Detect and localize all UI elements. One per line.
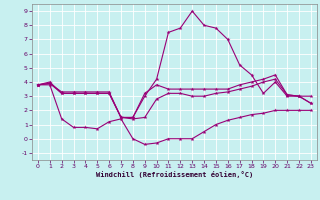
X-axis label: Windchill (Refroidissement éolien,°C): Windchill (Refroidissement éolien,°C) <box>96 171 253 178</box>
